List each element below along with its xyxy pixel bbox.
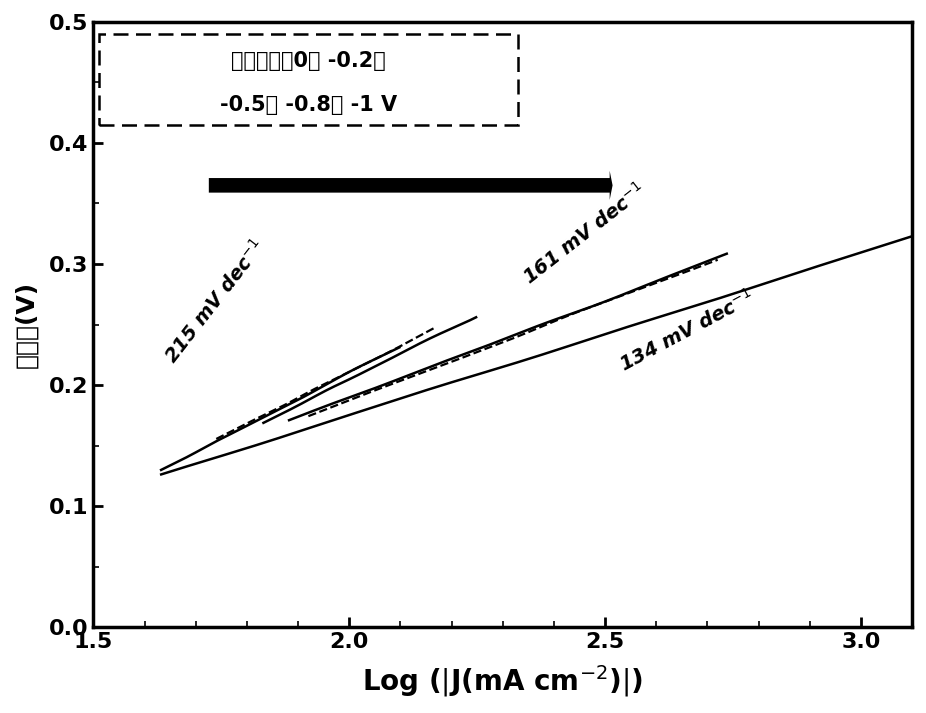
Y-axis label: 过电势(V): 过电势(V) [14, 281, 38, 368]
Text: -0.5， -0.8， -1 V: -0.5， -0.8， -1 V [219, 95, 397, 115]
Text: 215 mV dec$^{-1}$: 215 mV dec$^{-1}$ [160, 236, 269, 367]
Text: 161 mV dec$^{-1}$: 161 mV dec$^{-1}$ [519, 179, 649, 288]
Bar [98, 34, 519, 125]
Text: 背栊电压：0， -0.2，: 背栊电压：0， -0.2， [231, 51, 386, 71]
Text: 134 mV dec$^{-1}$: 134 mV dec$^{-1}$ [616, 286, 757, 376]
X-axis label: Log ($|$J(mA cm$^{-2}$)$|$): Log ($|$J(mA cm$^{-2}$)$|$) [362, 663, 644, 699]
